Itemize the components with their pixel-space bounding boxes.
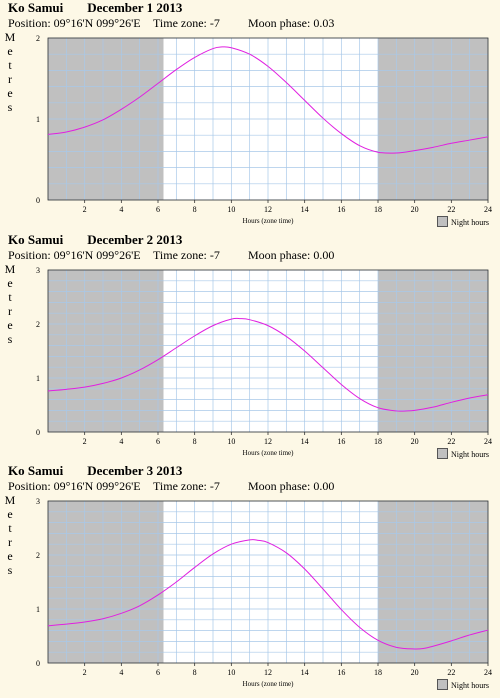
panel-title: Ko Samui December 1 2013 (8, 0, 182, 16)
x-tick-label: 8 (193, 668, 197, 677)
night-region (48, 501, 164, 663)
x-tick-label: 12 (264, 437, 272, 446)
legend: Night hours (437, 448, 489, 459)
timezone-text: Time zone: -7 (153, 16, 220, 30)
location-name: Ko Samui (8, 463, 64, 478)
night-swatch (437, 448, 448, 459)
x-tick-label: 24 (484, 668, 492, 677)
panel-info: Position: 09°16'N 099°26'E Time zone: -7 M… (8, 479, 334, 494)
tide-curve (47, 539, 489, 650)
tide-panel: Ko Samui December 1 2013 Position: 09°16'N… (0, 0, 500, 230)
x-tick-label: 2 (83, 668, 87, 677)
location-name: Ko Samui (8, 0, 64, 15)
panel-title: Ko Samui December 2 2013 (8, 232, 182, 248)
y-tick-label: 3 (36, 266, 40, 275)
x-tick-label: 22 (447, 205, 455, 214)
night-swatch (437, 216, 448, 227)
chart-date: December 1 2013 (87, 0, 183, 15)
night-swatch (437, 679, 448, 690)
x-tick-label: 18 (374, 205, 382, 214)
x-tick-label: 18 (374, 668, 382, 677)
x-axis-label: Hours (zone time) (243, 449, 295, 457)
y-tick-label: 2 (36, 551, 40, 560)
x-tick-label: 16 (337, 437, 345, 446)
x-tick-label: 22 (447, 668, 455, 677)
x-tick-label: 14 (301, 205, 309, 214)
position-text: Position: 09°16'N 099°26'E (8, 248, 141, 262)
timezone-text: Time zone: -7 (153, 479, 220, 493)
x-tick-label: 4 (119, 437, 123, 446)
legend-label: Night hours (451, 218, 489, 227)
x-tick-label: 16 (337, 205, 345, 214)
x-tick-label: 20 (411, 205, 419, 214)
x-tick-label: 16 (337, 668, 345, 677)
y-tick-label: 2 (36, 320, 40, 329)
legend: Night hours (437, 679, 489, 690)
y-tick-label: 0 (36, 659, 40, 668)
x-tick-label: 14 (301, 668, 309, 677)
x-tick-label: 8 (193, 205, 197, 214)
x-tick-label: 12 (264, 205, 272, 214)
x-tick-label: 22 (447, 437, 455, 446)
moon-phase-text: Moon phase: 0.00 (248, 479, 335, 493)
panel-info: Position: 09°16'N 099°26'E Time zone: -7 M… (8, 16, 334, 31)
x-axis-label: Hours (zone time) (243, 217, 295, 225)
legend-label: Night hours (451, 681, 489, 690)
x-tick-label: 8 (193, 437, 197, 446)
tide-curve (47, 317, 489, 412)
moon-phase-text: Moon phase: 0.03 (248, 16, 335, 30)
x-tick-label: 4 (119, 205, 123, 214)
legend: Night hours (437, 216, 489, 227)
grid (47, 500, 489, 664)
grid (47, 269, 489, 433)
x-tick-label: 20 (411, 437, 419, 446)
x-tick-label: 6 (156, 437, 160, 446)
chart-date: December 3 2013 (87, 463, 183, 478)
position-text: Position: 09°16'N 099°26'E (8, 479, 141, 493)
x-tick-label: 2 (83, 437, 87, 446)
x-tick-label: 10 (227, 668, 235, 677)
x-tick-label: 12 (264, 668, 272, 677)
x-tick-label: 6 (156, 205, 160, 214)
position-text: Position: 09°16'N 099°26'E (8, 16, 141, 30)
x-tick-label: 4 (119, 668, 123, 677)
y-tick-label: 0 (36, 428, 40, 437)
x-tick-label: 2 (83, 205, 87, 214)
x-axis-label: Hours (zone time) (243, 680, 295, 688)
x-tick-label: 10 (227, 205, 235, 214)
chart-date: December 2 2013 (87, 232, 183, 247)
y-tick-label: 1 (36, 115, 40, 124)
x-tick-label: 20 (411, 668, 419, 677)
location-name: Ko Samui (8, 232, 64, 247)
x-tick-label: 6 (156, 668, 160, 677)
panel-info: Position: 09°16'N 099°26'E Time zone: -7 M… (8, 248, 334, 263)
x-tick-label: 14 (301, 437, 309, 446)
y-tick-label: 1 (36, 605, 40, 614)
timezone-text: Time zone: -7 (153, 248, 220, 262)
y-tick-label: 2 (36, 34, 40, 43)
panel-title: Ko Samui December 3 2013 (8, 463, 182, 479)
legend-label: Night hours (451, 450, 489, 459)
moon-phase-text: Moon phase: 0.00 (248, 248, 335, 262)
x-tick-label: 24 (484, 205, 492, 214)
tide-panel: Ko Samui December 3 2013 Position: 09°16'N… (0, 463, 500, 693)
y-tick-label: 3 (36, 497, 40, 506)
tide-panel: Ko Samui December 2 2013 Position: 09°16'N… (0, 232, 500, 462)
x-tick-label: 24 (484, 437, 492, 446)
x-tick-label: 18 (374, 437, 382, 446)
tide-curve (47, 46, 489, 154)
x-tick-label: 10 (227, 437, 235, 446)
y-tick-label: 0 (36, 196, 40, 205)
y-tick-label: 1 (36, 374, 40, 383)
night-region (48, 270, 164, 432)
